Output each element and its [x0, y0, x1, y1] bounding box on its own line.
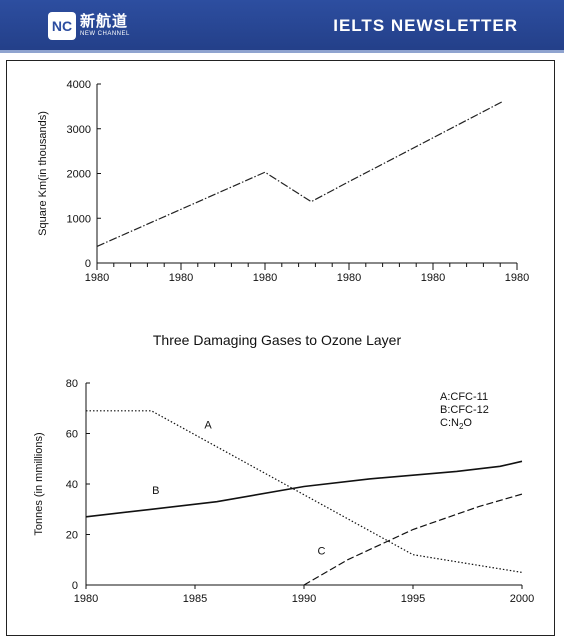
chart2-y-tick-label: 40 [66, 479, 78, 491]
chart2-y-tick-label: 20 [66, 530, 78, 542]
chart2-x-tick-label: 2000 [510, 593, 534, 605]
logo-english-name: NEW CHANNEL [80, 31, 130, 37]
header-divider [0, 50, 564, 53]
logo-mark-icon: NC [48, 12, 76, 40]
chart2-x-tick-label: 1995 [401, 593, 425, 605]
series-label-a: A [204, 419, 212, 431]
chart1-y-tick-label: 0 [85, 258, 91, 270]
chart1-y-tick-label: 3000 [67, 124, 91, 136]
chart1-y-axis-label: Square Km(in thousands) [37, 111, 49, 236]
chart1-x-tick-label: 1980 [337, 272, 361, 284]
chart1-x-tick-label: 1980 [505, 272, 529, 284]
chart2-x-tick-label: 1990 [292, 593, 316, 605]
chart2-y-axis-label: Tonnes (in mmillions) [33, 432, 45, 535]
figure-frame [6, 60, 555, 636]
chart1-area-line [96, 101, 503, 247]
chart2-title: Three Damaging Gases to Ozone Layer [153, 332, 402, 348]
chart2-x-tick-label: 1985 [183, 593, 207, 605]
series-label-c: C [317, 546, 325, 558]
chart1-y-tick-label: 2000 [67, 169, 91, 181]
chart1-x-tick-label: 1980 [421, 272, 445, 284]
logo-text: 新航道 NEW CHANNEL [80, 14, 130, 38]
series-line-c [303, 493, 523, 586]
newsletter-header: NC 新航道 NEW CHANNEL IELTS NEWSLETTER [0, 0, 564, 52]
chart2-legend-entry: A:CFC-11 [440, 391, 488, 403]
chart2-y-tick-label: 60 [66, 429, 78, 441]
newsletter-title: IELTS NEWSLETTER [333, 16, 518, 35]
chart1-y-tick-label: 4000 [67, 79, 91, 91]
logo-chinese-name: 新航道 [80, 13, 129, 30]
brand-logo: NC 新航道 NEW CHANNEL [48, 10, 130, 42]
series-line-b [85, 460, 523, 518]
chart1-x-tick-label: 1980 [253, 272, 277, 284]
series-label-b: B [152, 485, 159, 497]
chart1-x-tick-label: 1980 [169, 272, 193, 284]
chart2-legend-entry: C:N2O [440, 417, 472, 431]
chart1-y-tick-label: 1000 [67, 213, 91, 225]
series-line-a [86, 410, 523, 573]
chart2-y-tick-label: 0 [72, 580, 78, 592]
chart2-legend-entry: B:CFC-12 [440, 404, 489, 416]
chart2-x-tick-label: 1980 [74, 593, 98, 605]
chart1-x-tick-label: 1980 [85, 272, 109, 284]
chart2-y-tick-label: 80 [66, 378, 78, 390]
